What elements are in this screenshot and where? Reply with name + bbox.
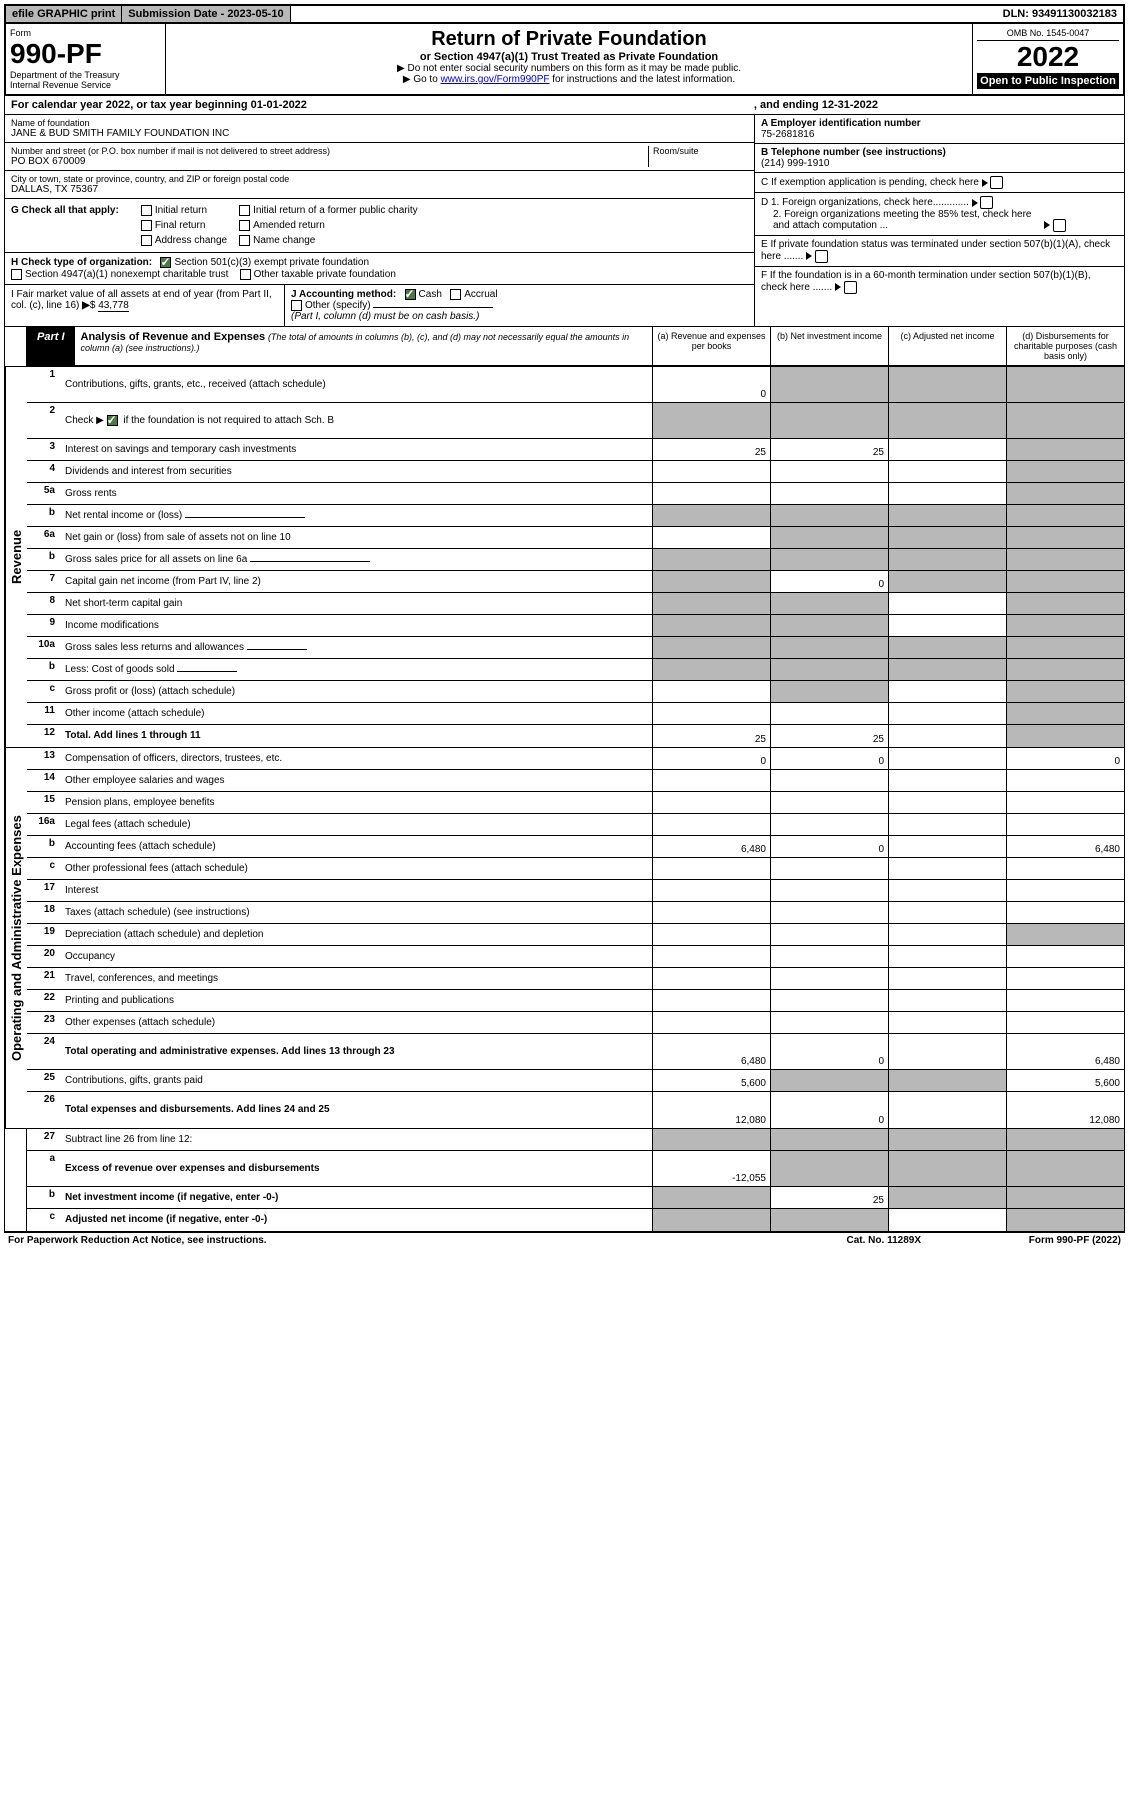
exemption-pending-checkbox[interactable]	[990, 176, 1003, 189]
fmv-value: 43,778	[98, 300, 129, 312]
initial-return-checkbox[interactable]	[141, 205, 152, 216]
other-taxable-checkbox[interactable]	[240, 269, 251, 280]
top-bar: efile GRAPHIC print Submission Date - 20…	[4, 4, 1125, 24]
c-label: C If exemption application is pending, c…	[761, 177, 979, 188]
fmv-label: I Fair market value of all assets at end…	[11, 289, 272, 311]
part1-title: Analysis of Revenue and Expenses	[81, 331, 266, 343]
form-number: 990-PF	[10, 38, 161, 70]
revenue-section: Revenue 1Contributions, gifts, grants, e…	[4, 367, 1125, 748]
phone-value: (214) 999-1910	[761, 158, 829, 169]
form-header: Form 990-PF Department of the Treasury I…	[4, 24, 1125, 96]
dept-treasury: Department of the Treasury Internal Reve…	[10, 70, 161, 90]
room-label: Room/suite	[653, 146, 748, 156]
cash-checkbox[interactable]	[405, 289, 416, 300]
col-d-header: (d) Disbursements for charitable purpose…	[1006, 327, 1124, 366]
name-change-checkbox[interactable]	[239, 235, 250, 246]
final-return-checkbox[interactable]	[141, 220, 152, 231]
address-label: Number and street (or P.O. box number if…	[11, 146, 648, 156]
omb-number: OMB No. 1545-0047	[977, 28, 1119, 41]
open-to-public: Open to Public Inspection	[977, 73, 1119, 89]
f-label: F If the foundation is in a 60-month ter…	[761, 270, 1091, 293]
4947-checkbox[interactable]	[11, 269, 22, 280]
address-change-checkbox[interactable]	[141, 235, 152, 246]
opex-label: Operating and Administrative Expenses	[5, 748, 27, 1128]
amended-return-checkbox[interactable]	[239, 220, 250, 231]
ein-label: A Employer identification number	[761, 118, 921, 129]
foundation-address: PO BOX 670009	[11, 156, 648, 167]
other-method-checkbox[interactable]	[291, 300, 302, 311]
line27-section: 27Subtract line 26 from line 12: aExcess…	[4, 1129, 1125, 1232]
calendar-year-row: For calendar year 2022, or tax year begi…	[4, 96, 1125, 115]
foundation-name: JANE & BUD SMITH FAMILY FOUNDATION INC	[11, 128, 748, 139]
revenue-label: Revenue	[5, 367, 27, 747]
status-terminated-checkbox[interactable]	[815, 250, 828, 263]
form-subtitle: or Section 4947(a)(1) Trust Treated as P…	[170, 51, 968, 63]
ein-value: 75-2681816	[761, 129, 814, 140]
foundation-city: DALLAS, TX 75367	[11, 184, 748, 195]
501c3-checkbox[interactable]	[160, 257, 171, 268]
60month-termination-checkbox[interactable]	[844, 281, 857, 294]
d2-label: 2. Foreign organizations meeting the 85%…	[761, 209, 1041, 231]
city-label: City or town, state or province, country…	[11, 174, 748, 184]
name-label: Name of foundation	[11, 118, 748, 128]
form-ref: Form 990-PF (2022)	[921, 1235, 1121, 1246]
phone-label: B Telephone number (see instructions)	[761, 147, 946, 158]
page-footer: For Paperwork Reduction Act Notice, see …	[4, 1232, 1125, 1248]
dln: DLN: 93491130032183	[997, 6, 1123, 22]
d1-label: D 1. Foreign organizations, check here..…	[761, 197, 969, 208]
sch-b-not-required-checkbox[interactable]	[107, 415, 118, 426]
col-a-header: (a) Revenue and expenses per books	[652, 327, 770, 366]
foreign-org-checkbox[interactable]	[980, 196, 993, 209]
form-title: Return of Private Foundation	[170, 28, 968, 51]
cat-number: Cat. No. 11289X	[847, 1235, 921, 1246]
efile-print-button[interactable]: efile GRAPHIC print	[6, 6, 122, 22]
cash-basis-note: (Part I, column (d) must be on cash basi…	[291, 311, 479, 322]
col-c-header: (c) Adjusted net income	[888, 327, 1006, 366]
tax-year: 2022	[977, 41, 1119, 73]
paperwork-notice: For Paperwork Reduction Act Notice, see …	[8, 1235, 847, 1246]
former-public-charity-checkbox[interactable]	[239, 205, 250, 216]
section-g-checks: G Check all that apply: Initial return F…	[5, 198, 754, 252]
instruction-2: ▶ Go to www.irs.gov/Form990PF for instru…	[170, 74, 968, 85]
85pct-test-checkbox[interactable]	[1053, 219, 1066, 232]
form990pf-link[interactable]: www.irs.gov/Form990PF	[441, 74, 550, 85]
form-word: Form	[10, 28, 161, 38]
opex-section: Operating and Administrative Expenses 13…	[4, 748, 1125, 1129]
part1-label: Part I	[27, 327, 75, 365]
col-b-header: (b) Net investment income	[770, 327, 888, 366]
submission-date: Submission Date - 2023-05-10	[122, 6, 290, 22]
e-label: E If private foundation status was termi…	[761, 239, 1110, 262]
instruction-1: ▶ Do not enter social security numbers o…	[170, 63, 968, 74]
accrual-checkbox[interactable]	[450, 289, 461, 300]
